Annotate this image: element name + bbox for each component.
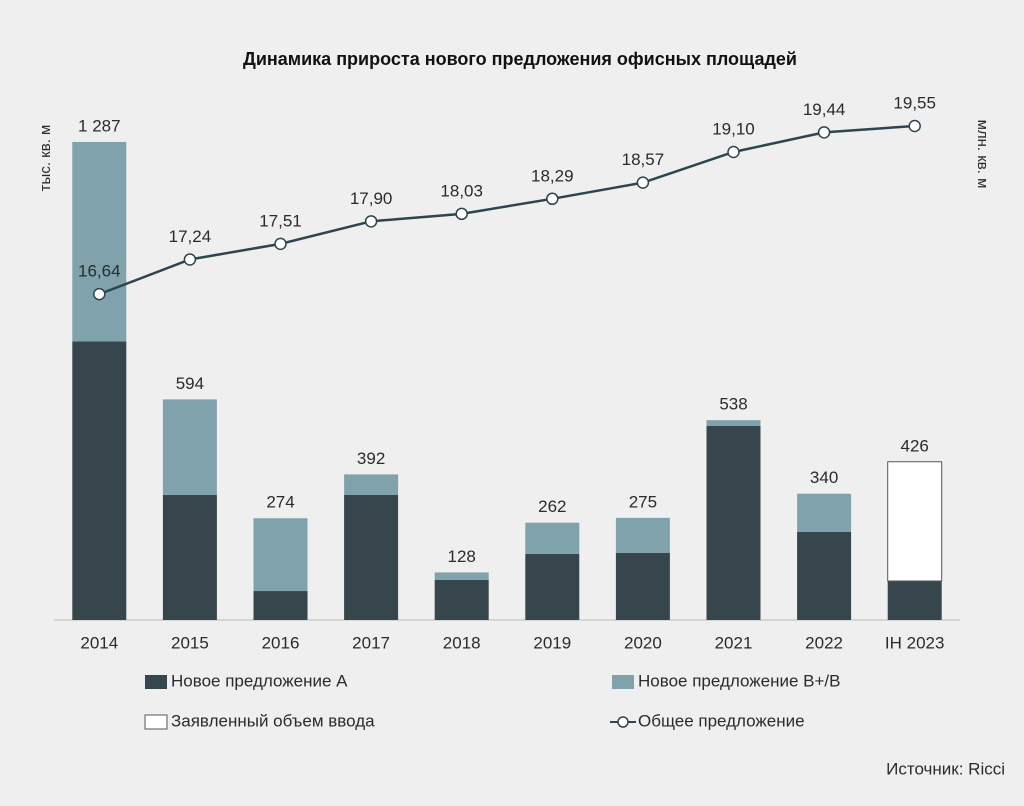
chart-title: Динамика прироста нового предложения офи… [243, 49, 797, 69]
bar-segment [797, 531, 852, 620]
bar-segment [162, 399, 217, 495]
bar-segment [615, 552, 670, 620]
source: Источник: Ricci [886, 759, 1005, 778]
line-label: 19,10 [712, 119, 755, 138]
bar-segment [344, 474, 399, 495]
line-label: 19,44 [803, 100, 846, 119]
x-tick-label: 2020 [624, 633, 662, 652]
legend-swatch [144, 714, 168, 730]
bar-segment [253, 591, 308, 620]
total-label: 1 287 [78, 116, 121, 135]
line-marker [727, 145, 740, 159]
bar-segment [706, 425, 761, 620]
legend-label: Общее предложение [638, 711, 805, 730]
bar-segment [525, 553, 580, 620]
x-tick-label: 2016 [262, 633, 300, 652]
line-label: 18,03 [440, 181, 483, 200]
bar-segment [797, 493, 852, 532]
bar-segment [72, 341, 127, 620]
total-label: 392 [357, 449, 385, 468]
legend-label: Новое предложение В+/В [638, 671, 840, 690]
total-label: 275 [629, 492, 657, 511]
x-tick-label: 2014 [80, 633, 118, 652]
bar-segment [887, 581, 942, 620]
x-tick-label: 2015 [171, 633, 209, 652]
bar-segment [434, 579, 489, 620]
line-marker [817, 126, 831, 139]
line-marker [364, 215, 378, 228]
total-label: 340 [810, 468, 838, 487]
line-marker [546, 192, 559, 206]
legend-label: Заявленный объем ввода [171, 711, 375, 730]
legend-label: Новое предложение А [171, 671, 348, 690]
legend-swatch [612, 675, 634, 689]
bar-segment [887, 461, 943, 582]
total-label: 426 [901, 436, 929, 455]
legend-swatch [145, 675, 167, 689]
total-label: 594 [176, 374, 204, 393]
line-label: 18,29 [531, 166, 574, 185]
line-label: 19,55 [893, 93, 936, 112]
line-label: 18,57 [622, 150, 665, 169]
line-marker [93, 287, 106, 301]
bar-segment [615, 517, 670, 553]
bar-segment [253, 518, 308, 592]
total-label: 128 [448, 547, 476, 566]
x-tick-label: 2018 [443, 633, 481, 652]
line-marker [908, 119, 921, 133]
bar-segment [706, 420, 761, 426]
bar-segment [434, 572, 489, 580]
total-label: 538 [719, 395, 747, 414]
x-tick-label: 2022 [805, 633, 843, 652]
bar-segment [72, 141, 127, 342]
total-label: 262 [538, 497, 566, 516]
line-label: 16,64 [78, 262, 121, 281]
line-marker [455, 207, 468, 221]
line-label: 17,24 [169, 227, 212, 246]
line [98, 124, 915, 296]
line-marker [636, 176, 650, 189]
line-label: 17,51 [259, 211, 302, 230]
total-label: 274 [266, 493, 294, 512]
x-tick-label: 2021 [715, 633, 753, 652]
bar-segment [162, 494, 217, 620]
bar-segment [344, 494, 399, 620]
x-tick-label: IH 2023 [885, 633, 945, 652]
line-label: 17,90 [350, 189, 393, 208]
y2-axis-label: млн. кв. м [974, 120, 991, 189]
bar-segment [525, 522, 580, 554]
x-tick-label: 2017 [352, 633, 390, 652]
x-tick-label: 2019 [533, 633, 571, 652]
legend-marker [617, 716, 629, 728]
line-marker [183, 253, 197, 266]
line-marker [274, 237, 287, 251]
y-axis-label: тыс. кв. м [37, 125, 54, 192]
